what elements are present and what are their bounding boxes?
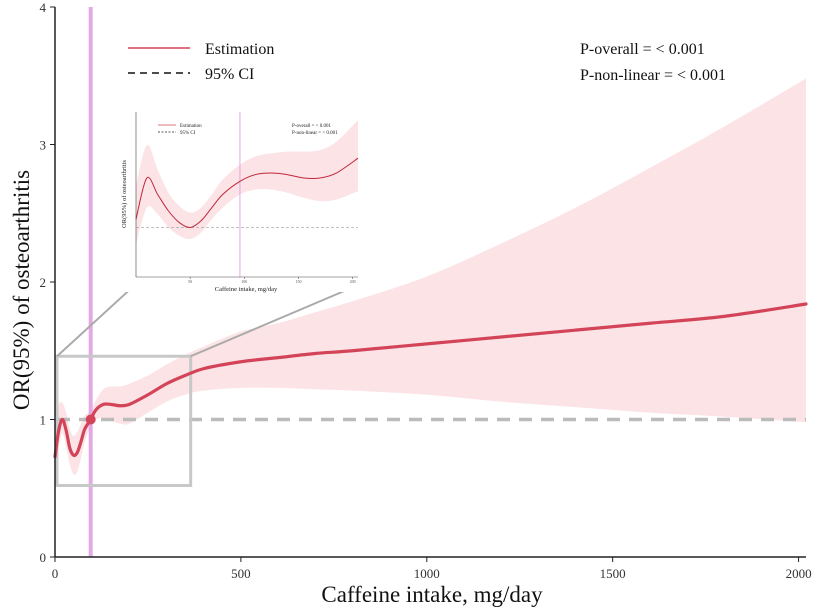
knot-point [85,414,96,425]
x-tick-label: 0 [52,566,59,581]
y-tick-label: 1 [40,413,47,428]
p-nonlinear-annotation: P-non-linear = < 0.001 [580,67,726,84]
inset-legend-estimation-label: Estimation [180,124,202,129]
zoom-box-layer [55,283,357,487]
inset-x-ticks: 50 100 150 200 [188,277,356,284]
inset-x-tick-label: 100 [241,279,247,284]
legend-estimation-label: Estimation [205,41,274,58]
p-overall-annotation: P-overall = < 0.001 [580,41,705,58]
x-tick-label: 500 [231,566,251,581]
zoom-connector-right [190,285,357,358]
inset-x-axis-title: Caffeine intake, mg/day [215,286,278,293]
inset-y-axis-title: OR(95%) of osteoarthritis [121,160,128,228]
x-axis-title: Caffeine intake, mg/day [321,582,543,607]
inset-chart: 50 100 150 200 Estimation 95% CI P-overall … [118,102,362,293]
inset-estimation-curve [135,157,359,229]
zoom-box [55,354,193,487]
legend-ci-label: 95% CI [205,66,254,83]
y-tick-label: 2 [40,275,47,290]
inset-p-nonlinear: P-non-linear = < 0.001 [292,131,338,136]
y-ticks: 0 1 2 3 4 [40,0,55,565]
estimation-curve [53,302,808,459]
inset-ci-band-area [136,120,358,244]
y-tick-label: 3 [40,138,47,153]
ci-band [55,78,806,478]
estimation-curve-layer [53,302,808,459]
zoom-connector-left [56,283,137,357]
inset-ci-band [136,120,358,244]
inset-curve [135,157,359,229]
y-tick-label: 4 [40,0,47,15]
inset-x-tick-label: 150 [295,279,301,284]
y-tick-label: 0 [40,550,47,565]
x-tick-label: 1500 [600,566,626,581]
inset-legend-ci-label: 95% CI [180,131,196,136]
x-tick-label: 2000 [786,566,812,581]
ci-band-layer [55,78,806,478]
inset-p-overall: P-overall = < 0.001 [292,124,331,129]
inset-x-tick-label: 50 [188,279,192,284]
x-ticks: 0 500 1000 1500 2000 [52,557,812,581]
x-tick-label: 1000 [414,566,440,581]
inset-x-tick-label: 200 [350,279,356,284]
y-axis-title: OR(95%) of osteoarthritis [9,170,34,410]
legend: Estimation 95% CI [128,41,274,83]
